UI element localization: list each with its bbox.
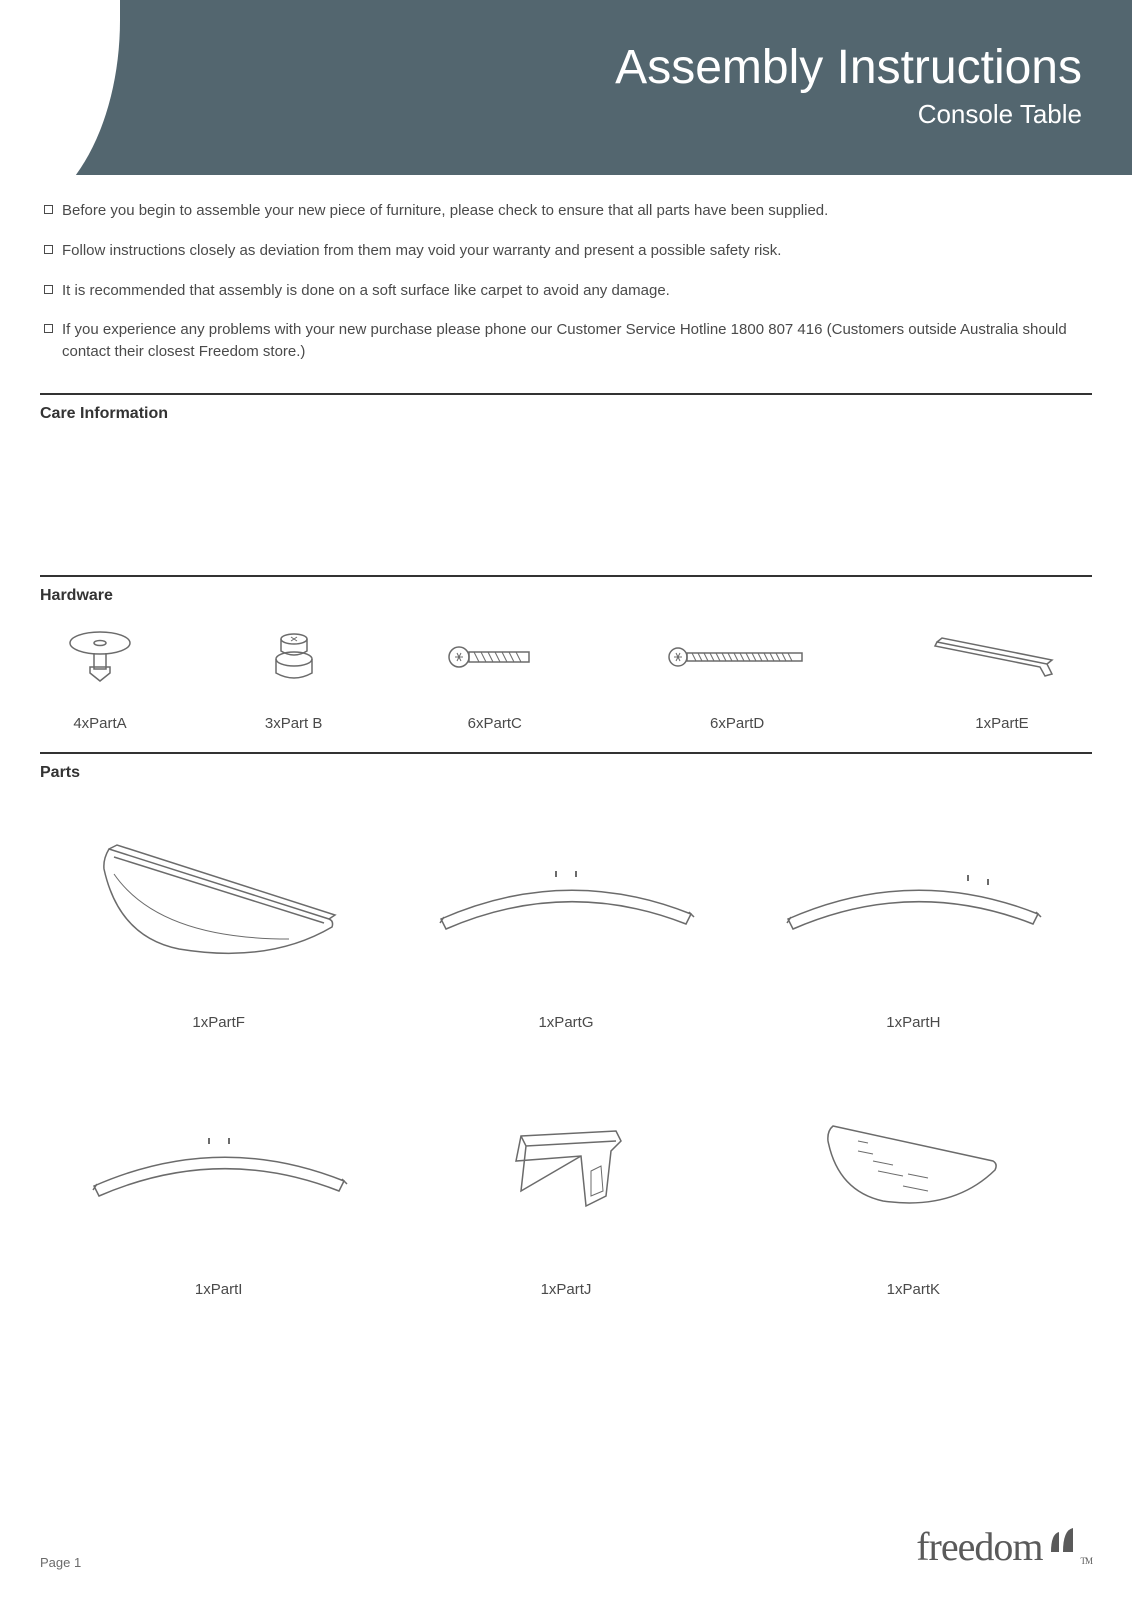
part-label: 1xPartG [538, 1014, 593, 1031]
hardware-item: 6xPartC [447, 627, 542, 732]
part-label: 1xPartJ [541, 1281, 592, 1298]
part-item: 1xPartI [60, 1091, 377, 1298]
hardware-label: 6xPartD [710, 715, 764, 732]
part-item: 1xPartH [755, 824, 1072, 1031]
doc-subtitle: Console Table [50, 99, 1082, 130]
part-item: 1xPartJ [407, 1091, 724, 1298]
divider [40, 393, 1092, 395]
page-number: Page 1 [40, 1555, 81, 1570]
part-label: 1xPartK [887, 1281, 940, 1298]
hardware-label: 3xPart B [265, 715, 323, 732]
footer: Page 1 freedom TM [40, 1523, 1092, 1570]
hardware-label: 1xPartE [975, 715, 1028, 732]
divider [40, 575, 1092, 577]
bracket-icon [407, 1091, 724, 1241]
divider [40, 752, 1092, 754]
header-banner: Assembly Instructions Console Table [0, 0, 1132, 175]
part-item: 1xPartK [755, 1091, 1072, 1298]
part-label: 1xPartF [192, 1014, 245, 1031]
long-bolt-icon [667, 627, 807, 687]
hardware-heading: Hardware [40, 587, 1092, 605]
tm-mark: TM [1081, 1556, 1093, 1566]
hardware-item: 4xPartA [60, 627, 140, 732]
part-item: 1xPartG [407, 824, 724, 1031]
intro-bullets: Before you begin to assemble your new pi… [40, 200, 1092, 363]
hardware-label: 4xPartA [73, 715, 126, 732]
hardware-item: 1xPartE [932, 627, 1072, 732]
part-label: 1xPartI [195, 1281, 243, 1298]
hardware-row: 4xPartA 3xPart B [40, 617, 1092, 742]
hardware-item: 6xPartD [667, 627, 807, 732]
glass-top-icon [755, 1091, 1072, 1241]
intro-bullet: If you experience any problems with your… [40, 319, 1092, 363]
half-disc-frame-icon [60, 824, 377, 974]
allen-key-icon [932, 627, 1072, 687]
hardware-label: 6xPartC [468, 715, 522, 732]
hardware-item: 3xPart B [265, 627, 323, 732]
intro-bullet: Before you begin to assemble your new pi… [40, 200, 1092, 222]
content-area: Before you begin to assemble your new pi… [0, 175, 1132, 1298]
barrel-nut-icon [269, 627, 319, 687]
part-item: 1xPartF [60, 824, 377, 1031]
brand-logo: freedom TM [916, 1523, 1092, 1570]
brand-mark-icon [1045, 1523, 1079, 1570]
care-body [40, 435, 1092, 565]
doc-title: Assembly Instructions [50, 40, 1082, 95]
parts-grid: 1xPartF 1xPartG 1xPartH [40, 794, 1092, 1298]
intro-bullet: Follow instructions closely as deviation… [40, 240, 1092, 262]
curved-rail-a-icon [407, 824, 724, 974]
curved-rail-b-icon [755, 824, 1072, 974]
part-label: 1xPartH [886, 1014, 940, 1031]
parts-heading: Parts [40, 764, 1092, 782]
short-bolt-icon [447, 627, 542, 687]
care-heading: Care Information [40, 405, 1092, 423]
cam-lock-icon [60, 627, 140, 687]
intro-bullet: It is recommended that assembly is done … [40, 280, 1092, 302]
brand-text: freedom [916, 1523, 1042, 1570]
curved-rail-c-icon [60, 1091, 377, 1241]
